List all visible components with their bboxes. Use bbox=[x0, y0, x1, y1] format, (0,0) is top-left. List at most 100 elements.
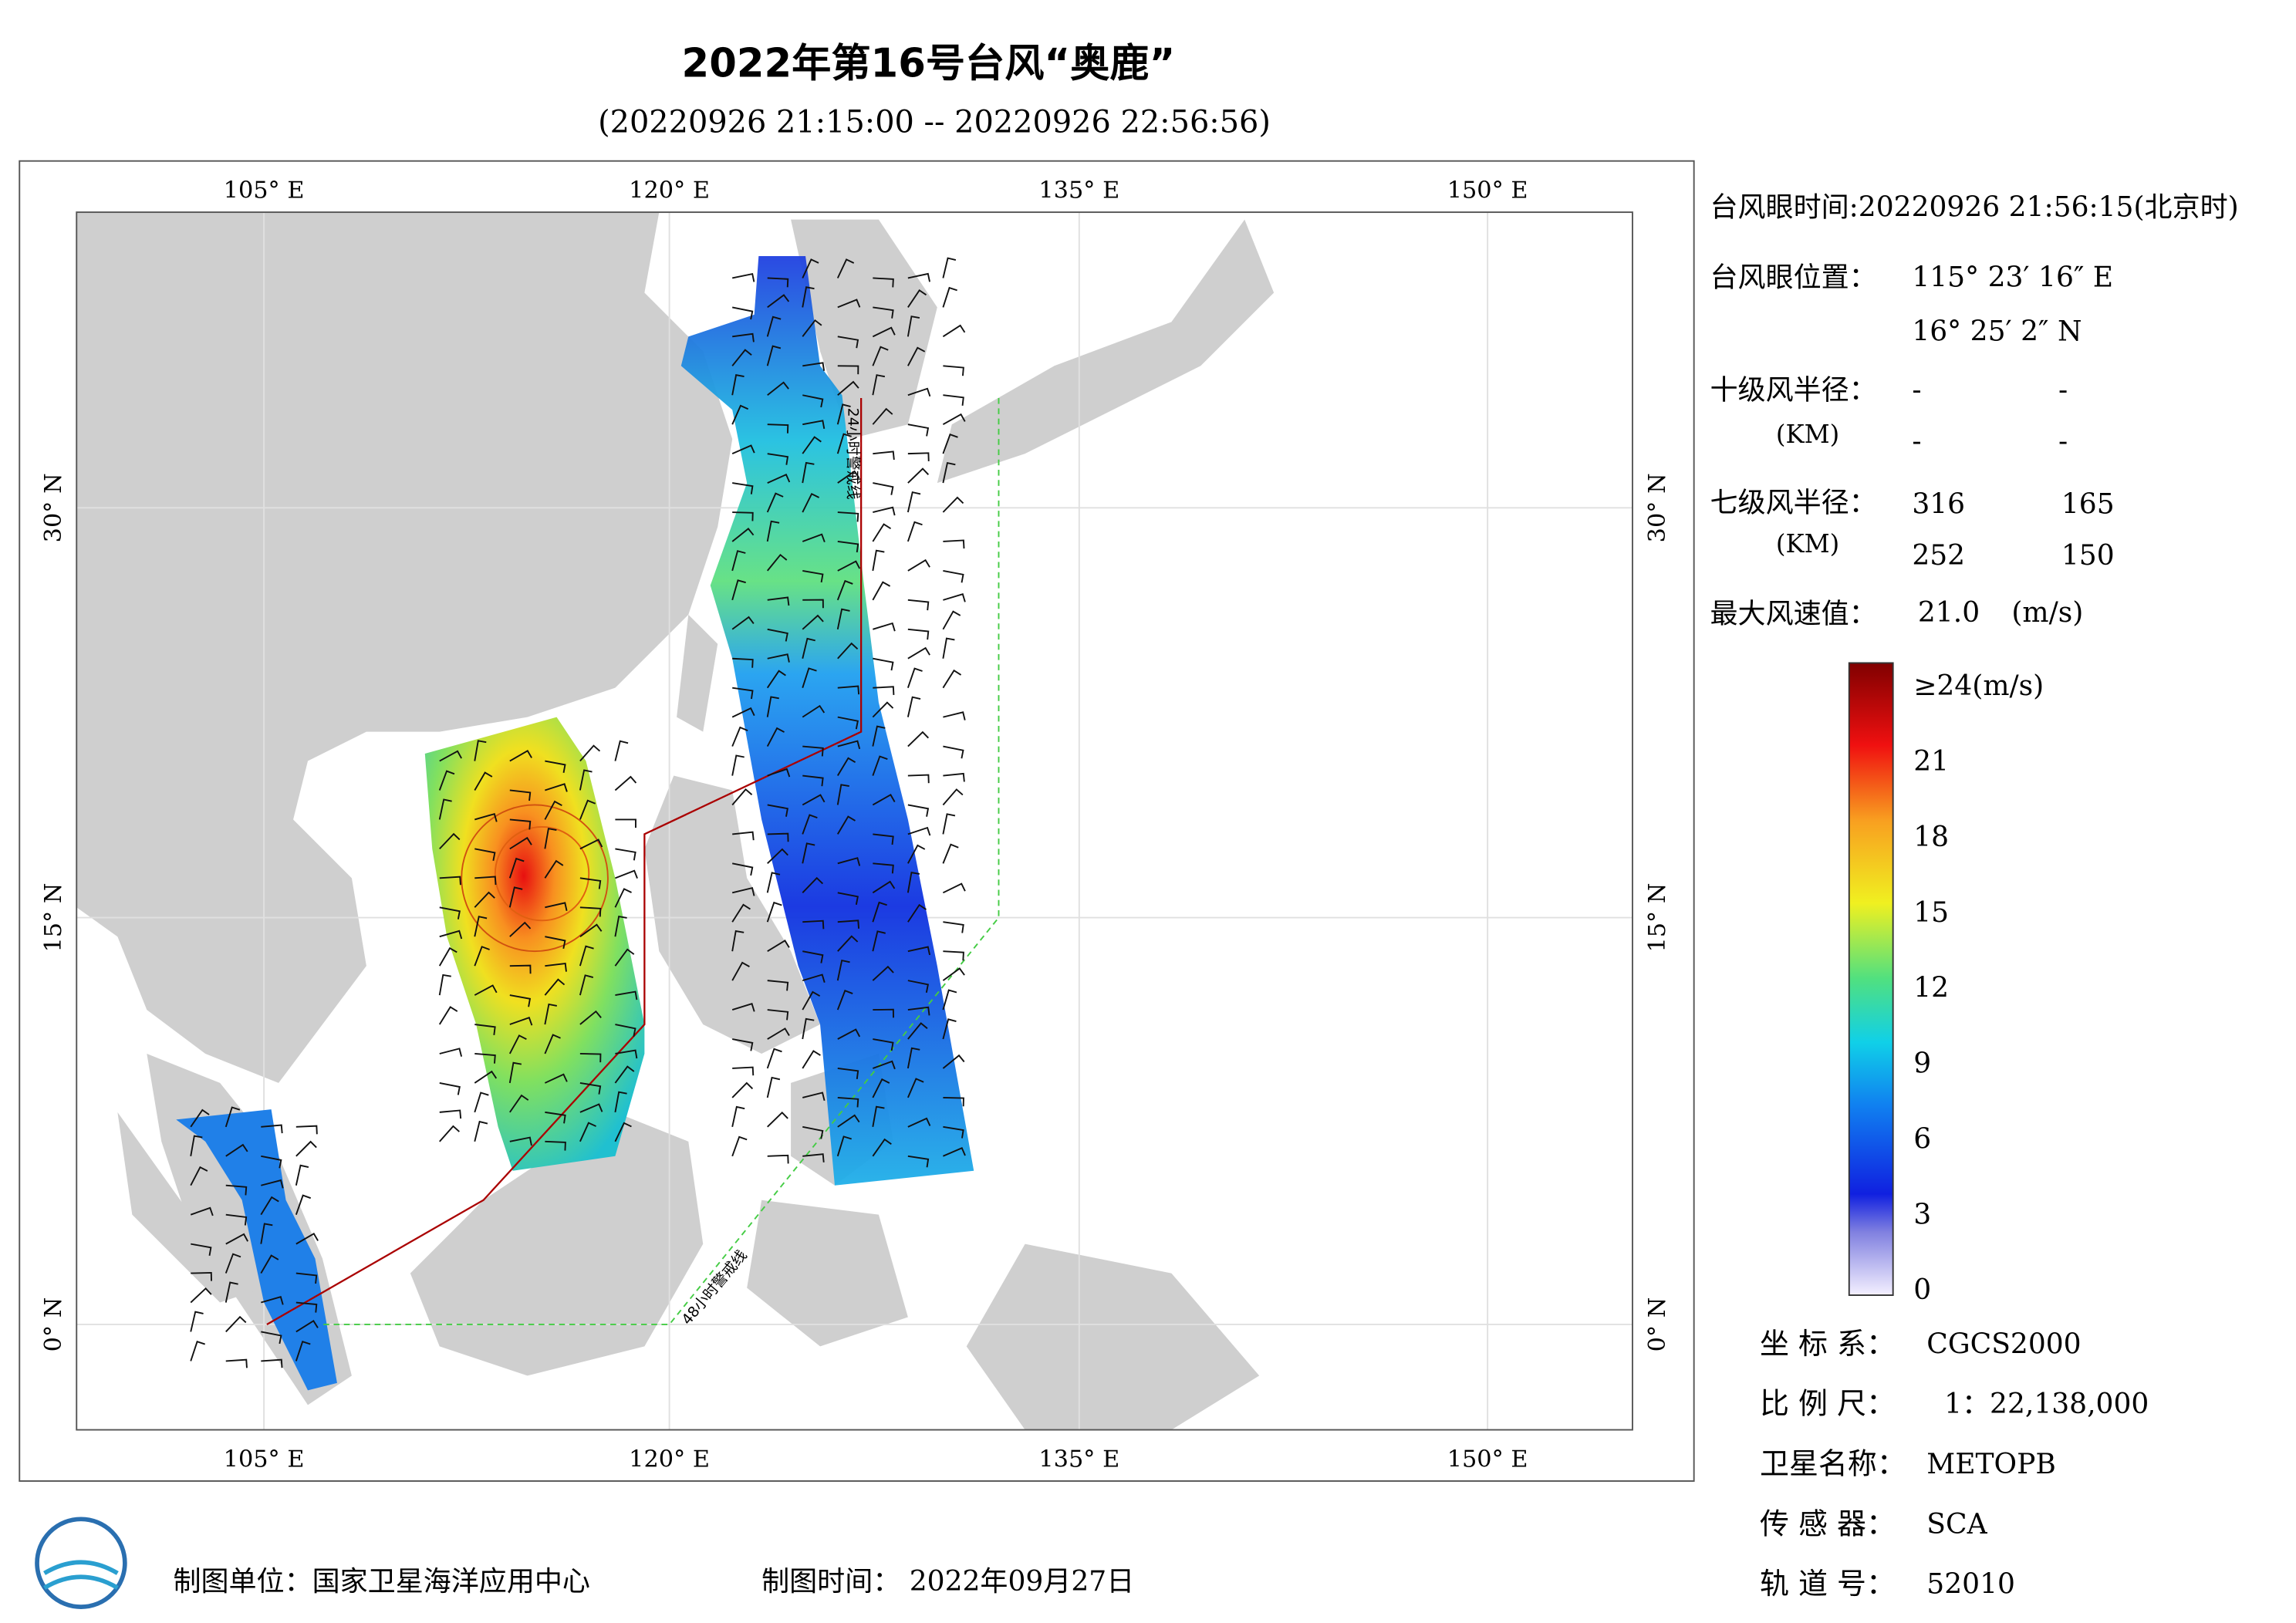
label-24h: 24小时警戒线 bbox=[844, 408, 861, 500]
wind-barb bbox=[295, 1125, 318, 1135]
wind-barb bbox=[509, 1136, 532, 1146]
wind-barb bbox=[544, 800, 562, 820]
warning-line-48h bbox=[322, 398, 1000, 1325]
wind-barb bbox=[837, 935, 859, 952]
wind-barb bbox=[942, 610, 961, 630]
wind-barb bbox=[261, 1124, 283, 1134]
wind-barb bbox=[438, 973, 451, 996]
wind-barb bbox=[261, 1331, 282, 1345]
wind-barb bbox=[942, 286, 957, 308]
wind-barb bbox=[802, 667, 817, 688]
wind-barb bbox=[873, 1060, 896, 1070]
wind-barb bbox=[836, 990, 853, 1011]
wind-barb bbox=[836, 959, 850, 981]
wind-barb bbox=[907, 903, 927, 923]
wind-barb bbox=[802, 950, 824, 963]
wind-barb bbox=[767, 804, 788, 817]
eye-time: 台风眼时间:20220926 21:56:15(北京时) bbox=[1710, 191, 2239, 223]
wind-barb bbox=[837, 716, 859, 730]
warning-line-24h bbox=[266, 398, 863, 1325]
wind-barb bbox=[614, 888, 632, 908]
wind-barb bbox=[837, 740, 861, 750]
wind-barb bbox=[509, 789, 532, 801]
lon-label: 135° E bbox=[1038, 1446, 1119, 1473]
wind-barb bbox=[942, 1018, 957, 1040]
wind-barb bbox=[731, 754, 745, 776]
wind-barb bbox=[474, 848, 496, 862]
wind-barb bbox=[837, 380, 859, 396]
wind-barb bbox=[190, 1287, 212, 1304]
meta-label: 坐 标 系： bbox=[1760, 1327, 1896, 1361]
wind-barb bbox=[767, 423, 789, 434]
eye-lon: 115° 23′ 16″ E bbox=[1912, 262, 2113, 293]
wind-barb bbox=[766, 670, 786, 689]
wind-barb bbox=[943, 950, 964, 961]
wind-barb bbox=[732, 272, 755, 282]
wind-barb bbox=[731, 616, 755, 630]
wind-barb bbox=[943, 539, 965, 549]
wind-barb bbox=[474, 1053, 496, 1064]
wind-barb bbox=[837, 336, 859, 349]
wind-barb bbox=[544, 828, 557, 849]
wind-barb bbox=[942, 669, 962, 689]
wind-barb bbox=[837, 892, 859, 905]
wind-barb bbox=[438, 798, 452, 820]
colorbar-label: 6 bbox=[1913, 1123, 1931, 1155]
wind-barb bbox=[907, 1117, 931, 1128]
wind-barb bbox=[438, 946, 458, 967]
wind-barb bbox=[731, 903, 751, 923]
wind-barb bbox=[873, 506, 896, 516]
wind-barb bbox=[508, 1061, 522, 1084]
wind-barb bbox=[907, 946, 931, 956]
wind-barb bbox=[872, 1078, 890, 1098]
wind-barb bbox=[261, 1295, 284, 1305]
wind-barb bbox=[872, 901, 887, 923]
max-wind-value: 21.0 bbox=[1918, 597, 1980, 629]
wind-barb bbox=[190, 1311, 204, 1332]
wind-barb bbox=[836, 784, 849, 805]
wind-barb bbox=[907, 467, 930, 484]
wind-barb bbox=[872, 523, 892, 542]
wind-barb bbox=[439, 750, 462, 762]
wind-barb bbox=[509, 1094, 529, 1113]
wind-barb bbox=[579, 769, 593, 791]
lon-label: 135° E bbox=[1038, 177, 1119, 204]
wind-barb bbox=[579, 1081, 602, 1095]
wind-barb bbox=[474, 984, 498, 996]
lon-label: 105° E bbox=[224, 1446, 305, 1473]
wind-barb bbox=[873, 1038, 894, 1051]
wind-barb bbox=[579, 1053, 602, 1063]
wind-barb bbox=[614, 915, 627, 937]
wind-barb bbox=[837, 919, 860, 929]
wind-barb bbox=[615, 990, 638, 1000]
meta-label: 比 例 尺： bbox=[1760, 1387, 1896, 1421]
wind-barb bbox=[943, 772, 965, 782]
wind-barb bbox=[731, 961, 750, 981]
r10-label: 十级风半径： bbox=[1710, 374, 1877, 406]
wind-barb bbox=[907, 289, 927, 308]
wind-barb bbox=[942, 882, 966, 894]
wind-barb bbox=[732, 657, 754, 668]
wind-barb bbox=[873, 862, 894, 874]
meta-value: METOPB bbox=[1926, 1449, 2056, 1480]
wind-barb bbox=[767, 1027, 790, 1040]
wind-barb bbox=[942, 496, 964, 513]
wind-barb bbox=[731, 930, 745, 952]
wind-barb bbox=[509, 836, 532, 850]
wind-barb bbox=[907, 599, 930, 611]
wind-barb bbox=[225, 1213, 248, 1226]
wind-barb bbox=[615, 1049, 638, 1059]
wind-barb bbox=[732, 332, 755, 342]
wind-barb bbox=[802, 420, 826, 429]
wind-barb bbox=[872, 965, 894, 981]
wind-barb bbox=[837, 470, 860, 484]
eye-ring bbox=[461, 804, 609, 953]
wind-barb bbox=[614, 948, 635, 967]
wind-barb bbox=[872, 326, 896, 338]
wind-barb bbox=[942, 1054, 965, 1069]
wind-barb bbox=[873, 277, 894, 288]
wind-barb bbox=[544, 1034, 561, 1054]
wind-barb bbox=[474, 771, 493, 791]
map-frame bbox=[19, 160, 1695, 1482]
